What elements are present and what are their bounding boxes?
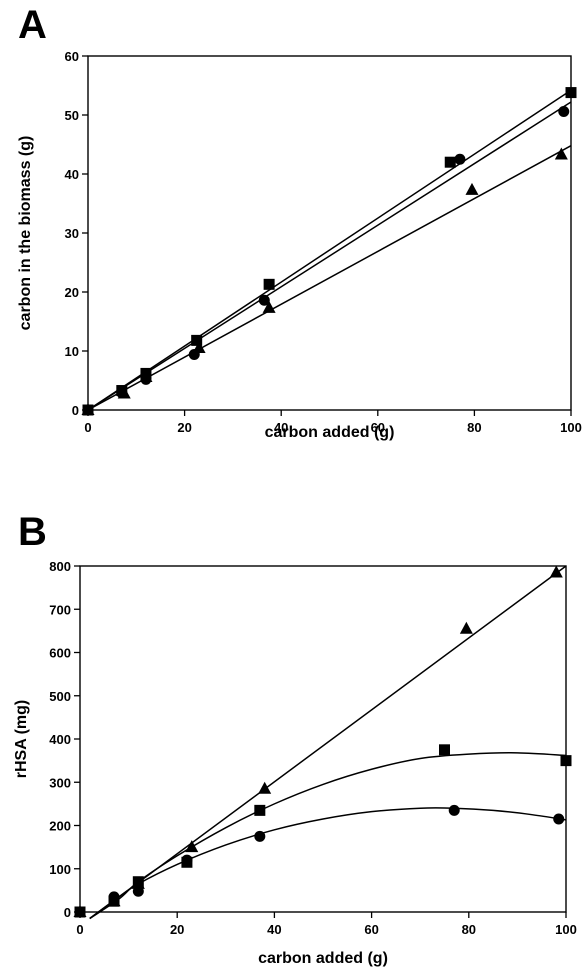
panel-b-x-tick-label: 100 [555, 922, 577, 937]
panel-b-square-point [439, 744, 450, 756]
panel-b-x-tick-label: 20 [170, 922, 184, 937]
panel-b-circle-point [448, 804, 460, 816]
panel-b-square-fit-line [89, 752, 567, 920]
panel-a-square-point [565, 87, 577, 99]
panel-b-y-tick-label: 400 [49, 732, 71, 747]
panel-b-y-tick-label: 800 [49, 559, 71, 574]
panel-b-x-tick-label: 80 [462, 922, 476, 937]
panel-b-x-axis-title: carbon added (g) [258, 950, 388, 967]
panel-a-y-axis-title: carbon in the biomass (g) [17, 136, 34, 331]
panel-b-y-tick-label: 300 [49, 775, 71, 790]
panel-a-x-tick-label: 40 [274, 420, 288, 435]
panel-a-triangle-point [192, 341, 206, 354]
panel-a-y-tick-label: 60 [65, 49, 79, 64]
panel-b-triangle-point [258, 781, 272, 794]
panel-a-triangle-point [117, 386, 131, 399]
panel-b-circle-point [132, 885, 144, 897]
panel-b-circle-point [181, 854, 193, 866]
panel-a-square-fit-line [87, 89, 572, 411]
panel-b-circle-point [74, 906, 86, 918]
panel-b-y-tick-label: 200 [49, 819, 71, 834]
panel-b-circle-point [108, 891, 120, 903]
panel-b-plot-frame [79, 565, 567, 913]
panel-b-triangle-point [549, 565, 563, 578]
panel-b-square-point [254, 804, 266, 816]
panel-b-y-axis-title: rHSA (mg) [13, 700, 30, 779]
panel-b-y-tick-label: 500 [49, 689, 71, 704]
panel-a-triangle-point [465, 182, 479, 195]
panel-a-x-tick-label: 80 [467, 420, 481, 435]
panel-b-triangle-point [185, 840, 199, 853]
panel-b-square-point [560, 755, 572, 767]
panel-a-y-tick-label: 10 [65, 344, 79, 359]
panel-a-circle-point [558, 105, 570, 117]
panel-b-x-tick-label: 0 [76, 922, 83, 937]
panel-b-triangle-fit-line [89, 565, 567, 920]
panel-a-x-tick-label: 100 [560, 420, 582, 435]
panel-b-circle-fit-line [89, 807, 567, 920]
panel-a-triangle-point [81, 403, 95, 415]
panel-b-y-tick-label: 0 [64, 905, 71, 920]
panel-a-x-axis-title: carbon added (g) [265, 424, 395, 441]
panel-a-y-tick-label: 0 [72, 403, 79, 418]
panel-a-circle-point [258, 294, 270, 306]
panel-b-x-tick-label: 40 [267, 922, 281, 937]
panel-b-y-tick-label: 100 [49, 862, 71, 877]
panel-a-y-tick-label: 40 [65, 167, 79, 182]
panel-b-x-tick-label: 60 [364, 922, 378, 937]
panel-a-square-point [444, 156, 456, 168]
panel-a-plot-frame [87, 55, 572, 411]
panel-b-triangle-point [459, 621, 473, 634]
panel-a-square-point [263, 278, 275, 290]
panel-a-triangle-point [262, 300, 276, 313]
panel-b-square-point [132, 876, 144, 888]
panel-a-x-tick-label: 20 [177, 420, 191, 435]
panel-b-circle-point [553, 813, 565, 825]
panel-a-letter: A [18, 3, 47, 47]
panel-a-y-tick-label: 30 [65, 226, 79, 241]
panel-b-y-tick-label: 600 [49, 646, 71, 661]
panel-b-letter: B [18, 510, 47, 554]
panel-b-y-tick-label: 700 [49, 602, 71, 617]
panel-a-triangle-point [139, 369, 153, 382]
panel-a-y-tick-label: 20 [65, 285, 79, 300]
panel-a-x-tick-label: 0 [84, 420, 91, 435]
panel-a-circle-fit-line [87, 101, 572, 411]
panel-a-x-tick-label: 60 [371, 420, 385, 435]
panel-a-circle-point [454, 153, 466, 165]
panel-b-circle-point [254, 830, 266, 842]
panel-a-triangle-point [554, 147, 568, 160]
panel-a-square-point [191, 334, 203, 346]
panel-a-triangle-fit-line [87, 145, 572, 411]
panel-a-y-tick-label: 50 [65, 108, 79, 123]
